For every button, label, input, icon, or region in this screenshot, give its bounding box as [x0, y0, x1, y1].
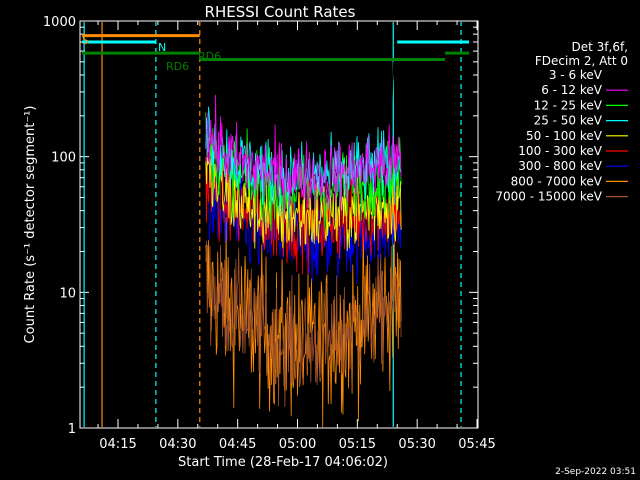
x-tick-label: 05:15 — [339, 437, 376, 452]
state-label-n: N — [158, 41, 166, 54]
y-tick-label: 10 — [59, 286, 76, 301]
y-tick-label: 1000 — [43, 15, 76, 30]
state-label-s: S — [82, 34, 89, 47]
x-tick-label: 04:30 — [159, 437, 196, 452]
chart-title: RHESSI Count Rates — [205, 3, 356, 21]
x-tick-label: 05:00 — [279, 437, 316, 452]
y-tick-label: 100 — [51, 151, 76, 166]
footer-date: 2-Sep-2022 03:51 — [555, 467, 636, 477]
legend-label: 100 - 300 keV — [518, 144, 602, 158]
y-tick-label: 1 — [68, 422, 76, 437]
legend-label: 12 - 25 keV — [534, 98, 603, 112]
series-trace-8 — [205, 241, 402, 408]
x-tick-label: 04:45 — [219, 437, 256, 452]
legend-label: 300 - 800 keV — [518, 159, 602, 173]
legend-label: 3 - 6 keV — [549, 68, 603, 82]
x-tick-label: 04:15 — [99, 437, 136, 452]
legend-label: 50 - 100 keV — [526, 129, 603, 143]
series-trace-1 — [205, 94, 402, 223]
x-tick-label: 05:45 — [458, 437, 495, 452]
state-label-rd6: RD6 — [166, 60, 189, 73]
series-trace-7 — [205, 217, 402, 427]
x-axis-label: Start Time (28-Feb-17 04:06:02) — [178, 455, 388, 470]
y-axis-label: Count Rate (s⁻¹ detector segment⁻¹) — [23, 106, 38, 344]
legend-header-1: Det 3f,6f, — [572, 40, 629, 54]
legend-header-2: FDecim 2, Att 0 — [535, 54, 628, 68]
series-trace-0 — [205, 24, 402, 104]
state-label-rd6-upper: RD6 — [198, 50, 221, 63]
plot-frame — [79, 20, 479, 429]
legend-label: 800 - 7000 keV — [511, 174, 603, 188]
legend-label: 6 - 12 keV — [541, 83, 603, 97]
legend-label: 7000 - 15000 keV — [495, 190, 602, 204]
legend-label: 25 - 50 keV — [534, 114, 603, 128]
x-tick-label: 05:30 — [398, 437, 435, 452]
plot-area — [82, 22, 470, 427]
